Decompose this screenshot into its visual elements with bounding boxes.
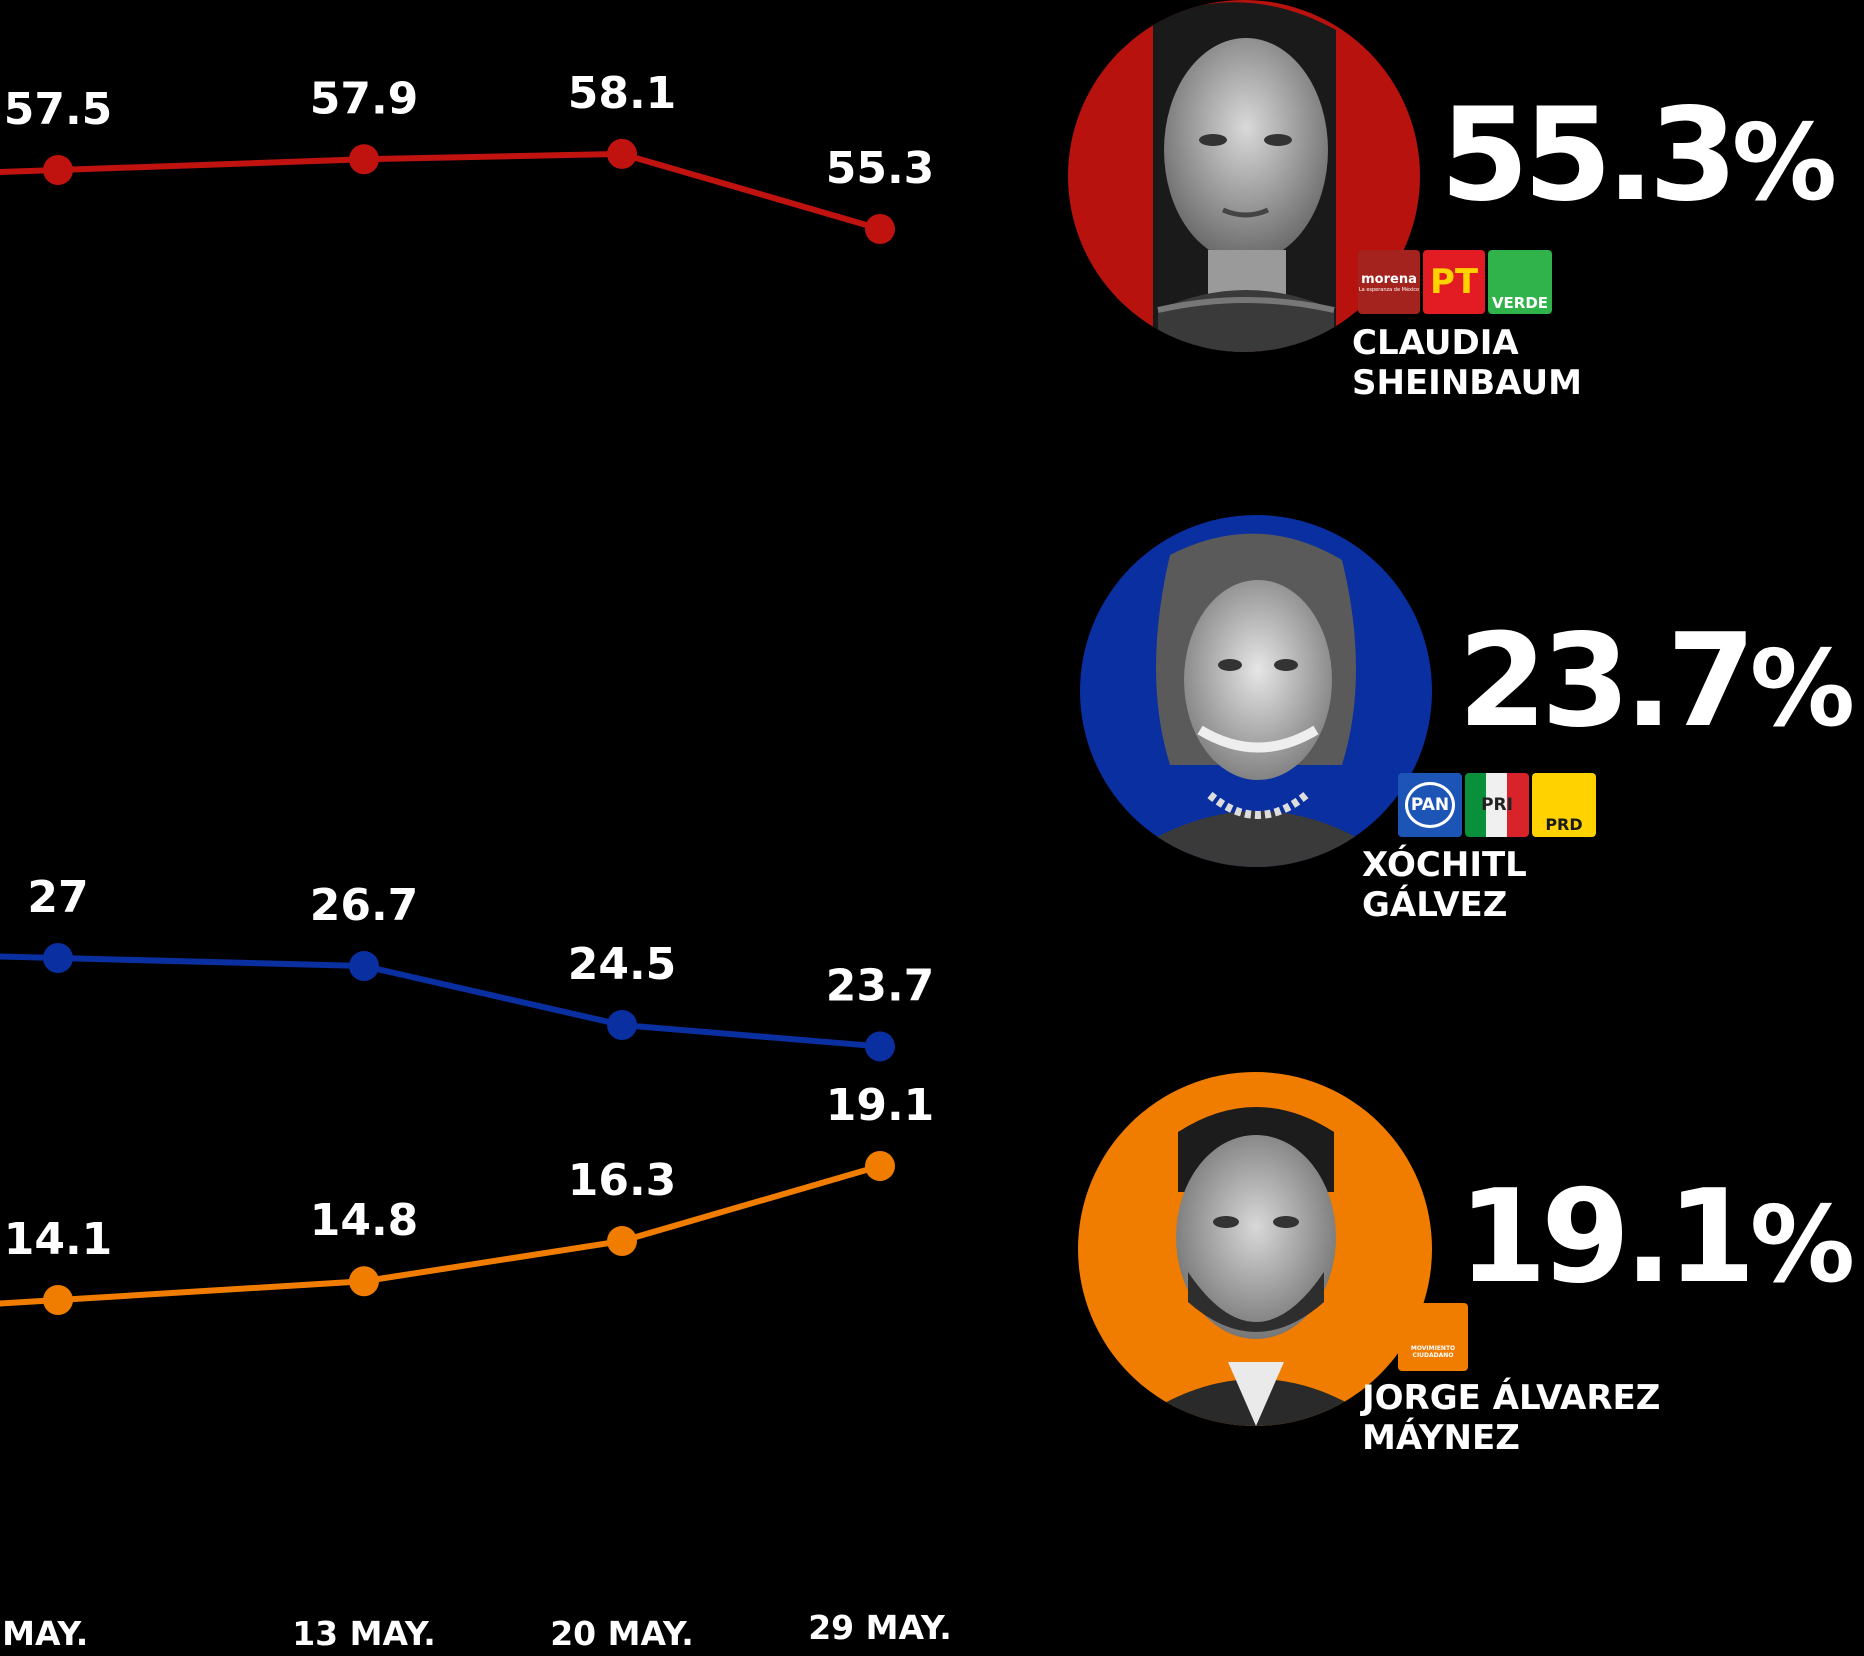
data-point-0-1 — [349, 144, 379, 175]
data-label-1-1: 26.7 — [310, 880, 419, 931]
x-tick-label-2: 20 MAY. — [550, 1614, 694, 1653]
data-label-1-0: 27 — [27, 872, 88, 923]
data-label-2-3: 19.1 — [826, 1080, 935, 1131]
verde-logo: VERDE — [1488, 250, 1552, 314]
maynez-percentage: 19.1% — [1458, 1163, 1855, 1312]
data-point-2-1 — [349, 1266, 379, 1297]
sheinbaum-party-logos: morena La esperanza de México PT VERDE — [1358, 250, 1552, 314]
maynez-photo — [1078, 1072, 1432, 1426]
data-label-1-2: 24.5 — [568, 939, 677, 990]
maynez-party-logos: MOVIMIENTO CIUDADANO — [1398, 1303, 1468, 1371]
galvez-party-logos: PAN PRI PRD — [1398, 773, 1596, 837]
data-point-1-2 — [607, 1010, 637, 1040]
sheinbaum-name: CLAUDIA SHEINBAUM — [1352, 323, 1582, 403]
galvez-name: XÓCHITL GÁLVEZ — [1362, 845, 1527, 925]
data-label-0-0: 57.5 — [4, 84, 113, 135]
data-point-0-3 — [865, 213, 895, 244]
x-tick-label-3: 29 MAY. — [808, 1608, 952, 1647]
maynez-name: JORGE ÁLVAREZ MÁYNEZ — [1362, 1378, 1661, 1458]
data-label-0-3: 55.3 — [826, 143, 935, 194]
series-line-1 — [0, 953, 881, 1050]
data-point-0-2 — [607, 138, 637, 169]
data-point-1-3 — [865, 1031, 895, 1062]
prd-logo: PRD — [1532, 773, 1596, 837]
data-label-2-2: 16.3 — [568, 1155, 677, 1206]
data-label-0-2: 58.1 — [568, 68, 677, 119]
x-tick-label-1: 13 MAY. — [292, 1614, 436, 1653]
data-label-2-0: 14.1 — [4, 1214, 113, 1265]
pri-logo: PRI — [1465, 773, 1529, 837]
data-point-0-0 — [43, 155, 73, 185]
data-label-1-3: 23.7 — [826, 960, 935, 1011]
galvez-photo — [1080, 515, 1432, 867]
data-point-1-1 — [349, 951, 379, 982]
galvez-percentage: 23.7% — [1458, 607, 1855, 756]
pan-logo: PAN — [1398, 773, 1462, 837]
x-tick-label-0: 6 MAY. — [0, 1614, 88, 1653]
data-point-2-0 — [43, 1285, 73, 1315]
data-label-0-1: 57.9 — [310, 73, 419, 124]
morena-logo: morena La esperanza de México — [1358, 250, 1420, 314]
data-point-1-0 — [43, 943, 73, 973]
pt-logo: PT — [1423, 250, 1485, 314]
series-line-2 — [0, 1163, 881, 1307]
sheinbaum-percentage: 55.3% — [1440, 81, 1837, 230]
series-line-0 — [0, 150, 881, 232]
data-point-2-3 — [865, 1151, 895, 1181]
movimiento-ciudadano-logo: MOVIMIENTO CIUDADANO — [1398, 1303, 1468, 1371]
data-label-2-1: 14.8 — [310, 1195, 419, 1246]
data-point-2-2 — [607, 1226, 637, 1257]
